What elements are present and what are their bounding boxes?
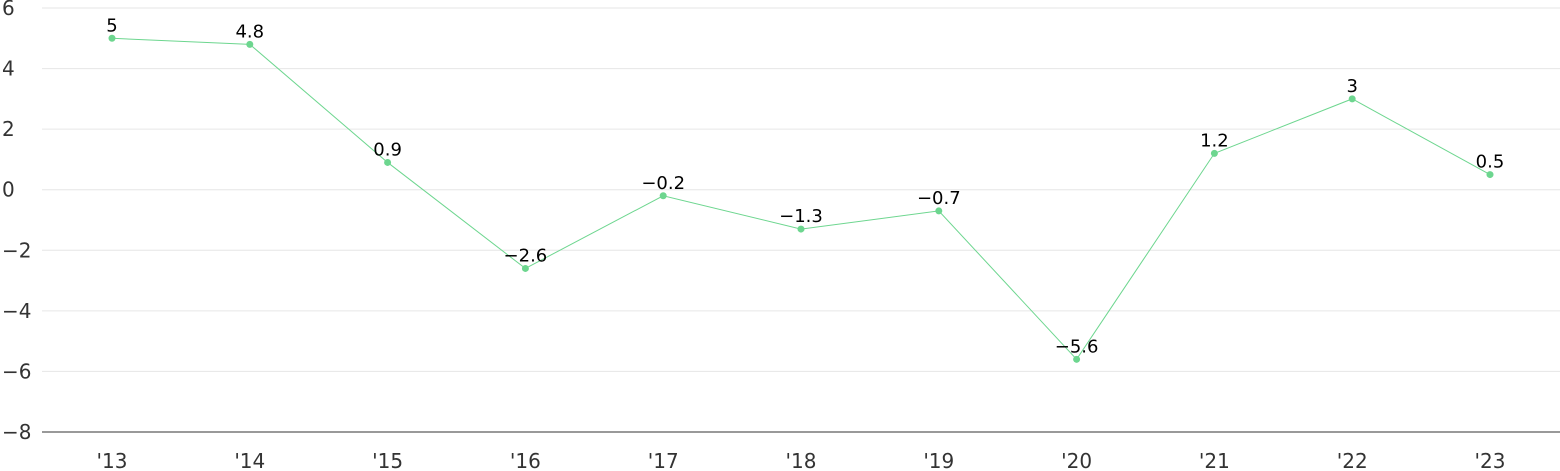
x-tick-label: '21 [1199, 449, 1230, 471]
y-tick-label: −2 [2, 238, 31, 262]
data-point [521, 264, 529, 272]
y-tick-label: 2 [2, 117, 15, 141]
data-label: −5.6 [1055, 336, 1099, 357]
x-tick-label: '15 [372, 449, 403, 471]
data-point [384, 158, 392, 166]
y-axis-tick-labels: 6 4 2 0 −2 −4 −6 −8 [2, 0, 31, 444]
x-tick-label: '20 [1061, 449, 1092, 471]
x-tick-label: '18 [786, 449, 817, 471]
data-labels: 5 4.8 0.9 −2.6 −0.2 −1.3 −0.7 −5.6 1.2 3 0.5 [106, 15, 1504, 357]
y-tick-label: −8 [2, 420, 31, 444]
y-tick-label: −6 [2, 359, 31, 383]
data-label: −1.3 [779, 206, 823, 227]
data-label: 5 [106, 15, 117, 36]
series-group [108, 34, 1494, 363]
data-point [246, 40, 254, 48]
x-axis-tick-labels: '13 '14 '15 '16 '17 '18 '19 '20 '21 '22 '23 [97, 449, 1506, 471]
data-point [1073, 355, 1081, 363]
x-tick-label: '17 [648, 449, 679, 471]
data-label: 1.2 [1200, 130, 1229, 151]
data-point [1348, 95, 1356, 103]
y-tick-label: 6 [2, 0, 15, 20]
x-tick-label: '14 [234, 449, 265, 471]
data-label: 0.9 [373, 139, 402, 160]
data-point [1486, 171, 1494, 179]
data-point [108, 34, 116, 42]
data-point [797, 225, 805, 233]
data-label: 3 [1346, 76, 1357, 97]
data-label: 4.8 [235, 21, 264, 42]
x-tick-label: '16 [510, 449, 541, 471]
gridlines [42, 7, 1560, 372]
y-tick-label: −4 [2, 299, 31, 323]
data-label: −0.7 [917, 188, 961, 209]
x-tick-label: '13 [97, 449, 128, 471]
data-label: −0.2 [641, 173, 685, 194]
y-tick-label: 0 [2, 178, 15, 202]
data-point [1210, 149, 1218, 157]
x-tick-label: '22 [1337, 449, 1368, 471]
x-tick-label: '23 [1475, 449, 1506, 471]
data-point [935, 207, 943, 215]
data-point [659, 192, 667, 200]
x-tick-label: '19 [923, 449, 954, 471]
data-label: 0.5 [1476, 152, 1505, 173]
y-tick-label: 4 [2, 57, 15, 81]
data-label: −2.6 [504, 245, 548, 266]
